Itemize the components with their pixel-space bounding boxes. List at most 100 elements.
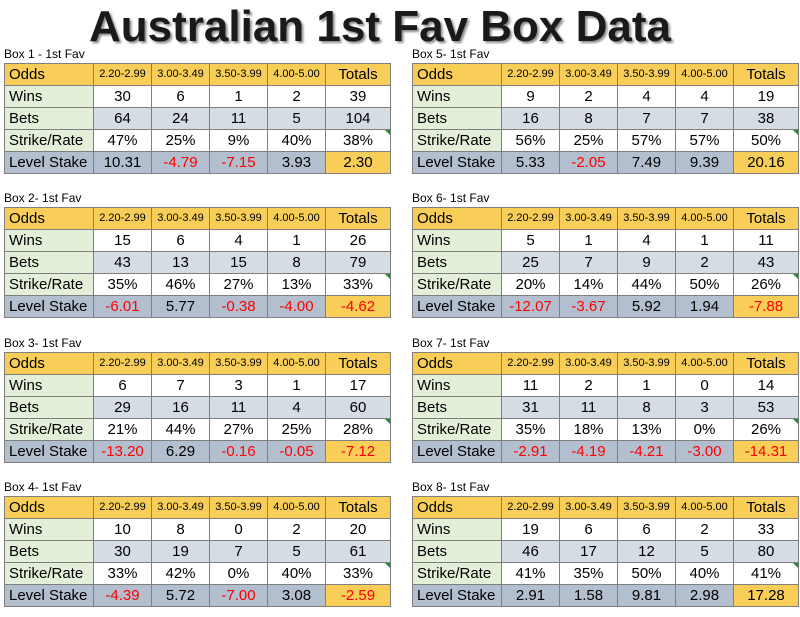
total-cell: 79 [325,251,391,274]
row-label: Level Stake [412,584,502,607]
level-stake-row: Level Stake -12.07 -3.67 5.92 1.94 -7.88 [412,295,799,318]
totals-header: Totals [733,63,799,86]
header-row: Odds 2.20-2.99 3.00-3.49 3.50-3.99 4.00-5.00… [412,207,799,230]
odds-range-header: 3.50-3.99 [617,63,676,86]
total-cell: -7.12 [325,440,391,463]
row-label: Strike/Rate [412,129,502,152]
value-cell: 4 [267,396,326,419]
value-cell: 16 [151,396,210,419]
total-cell: -14.31 [733,440,799,463]
total-cell: 17.28 [733,584,799,607]
box-caption: Box 6- 1st Fav [412,191,490,205]
value-cell: 2 [267,518,326,541]
value-cell: 15 [209,251,268,274]
odds-range-header: 2.20-2.99 [501,496,560,519]
row-label: Bets [4,107,94,130]
value-cell: 0% [675,418,734,441]
odds-range-header: 3.00-3.49 [559,63,618,86]
odds-range-header: 3.00-3.49 [151,496,210,519]
row-label: Wins [412,374,502,397]
box-table: Odds 2.20-2.99 3.00-3.49 3.50-3.99 4.00-5.00… [412,63,799,174]
box-caption: Box 4- 1st Fav [4,480,82,494]
bets-row: Bets 29 16 11 4 60 [4,396,391,419]
value-cell: 5.77 [151,295,210,318]
value-cell: 1 [559,229,618,252]
value-cell: 20% [501,273,560,296]
level-stake-row: Level Stake -6.01 5.77 -0.38 -4.00 -4.62 [4,295,391,318]
value-cell: 25% [267,418,326,441]
odds-range-header: 3.00-3.49 [559,207,618,230]
value-cell: 1.58 [559,584,618,607]
value-cell: 44% [151,418,210,441]
value-cell: 2 [675,251,734,274]
total-cell: 26% [733,273,799,296]
odds-range-header: 4.00-5.00 [675,496,734,519]
bets-row: Bets 30 19 7 5 61 [4,540,391,563]
value-cell: 6 [617,518,676,541]
row-label: Strike/Rate [412,273,502,296]
level-stake-row: Level Stake 2.91 1.58 9.81 2.98 17.28 [412,584,799,607]
value-cell: 2.91 [501,584,560,607]
total-cell: 38% [325,129,391,152]
strike-rate-row: Strike/Rate 41% 35% 50% 40% 41% [412,562,799,585]
value-cell: 9 [617,251,676,274]
value-cell: 7 [559,251,618,274]
value-cell: 47% [93,129,152,152]
odds-range-header: 3.50-3.99 [209,352,268,375]
value-cell: 14% [559,273,618,296]
value-cell: 8 [559,107,618,130]
odds-header: Odds [4,496,94,519]
bets-row: Bets 25 7 9 2 43 [412,251,799,274]
value-cell: 5 [267,540,326,563]
value-cell: 27% [209,273,268,296]
total-cell: 33% [325,273,391,296]
value-cell: 43 [93,251,152,274]
value-cell: -7.00 [209,584,268,607]
odds-range-header: 2.20-2.99 [93,496,152,519]
value-cell: 57% [617,129,676,152]
value-cell: 7 [151,374,210,397]
odds-range-header: 4.00-5.00 [675,207,734,230]
value-cell: -0.16 [209,440,268,463]
totals-header: Totals [733,352,799,375]
total-cell: 53 [733,396,799,419]
value-cell: 9.81 [617,584,676,607]
value-cell: -6.01 [93,295,152,318]
bets-row: Bets 43 13 15 8 79 [4,251,391,274]
value-cell: 6.29 [151,440,210,463]
box-table: Odds 2.20-2.99 3.00-3.49 3.50-3.99 4.00-5.00… [4,63,391,174]
value-cell: 4 [209,229,268,252]
value-cell: 24 [151,107,210,130]
value-cell: 2.98 [675,584,734,607]
value-cell: 7 [209,540,268,563]
row-label: Strike/Rate [4,129,94,152]
box-caption: Box 5- 1st Fav [412,47,490,61]
wins-row: Wins 6 7 3 1 17 [4,374,391,397]
strike-rate-row: Strike/Rate 35% 18% 13% 0% 26% [412,418,799,441]
value-cell: -0.05 [267,440,326,463]
header-row: Odds 2.20-2.99 3.00-3.49 3.50-3.99 4.00-5.00… [412,352,799,375]
value-cell: 7 [617,107,676,130]
wins-row: Wins 10 8 0 2 20 [4,518,391,541]
value-cell: 40% [267,129,326,152]
value-cell: 11 [559,396,618,419]
value-cell: 44% [617,273,676,296]
level-stake-row: Level Stake -13.20 6.29 -0.16 -0.05 -7.12 [4,440,391,463]
value-cell: -4.00 [267,295,326,318]
level-stake-row: Level Stake -2.91 -4.19 -4.21 -3.00 -14.31 [412,440,799,463]
value-cell: 6 [151,85,210,108]
value-cell: 5 [501,229,560,252]
value-cell: 6 [151,229,210,252]
odds-header: Odds [4,63,94,86]
bets-row: Bets 46 17 12 5 80 [412,540,799,563]
value-cell: 16 [501,107,560,130]
level-stake-row: Level Stake 5.33 -2.05 7.49 9.39 20.16 [412,151,799,174]
wins-row: Wins 11 2 1 0 14 [412,374,799,397]
row-label: Strike/Rate [412,418,502,441]
box-caption: Box 3- 1st Fav [4,336,82,350]
value-cell: 6 [93,374,152,397]
value-cell: 2 [675,518,734,541]
total-cell: 39 [325,85,391,108]
value-cell: 5.72 [151,584,210,607]
value-cell: 57% [675,129,734,152]
